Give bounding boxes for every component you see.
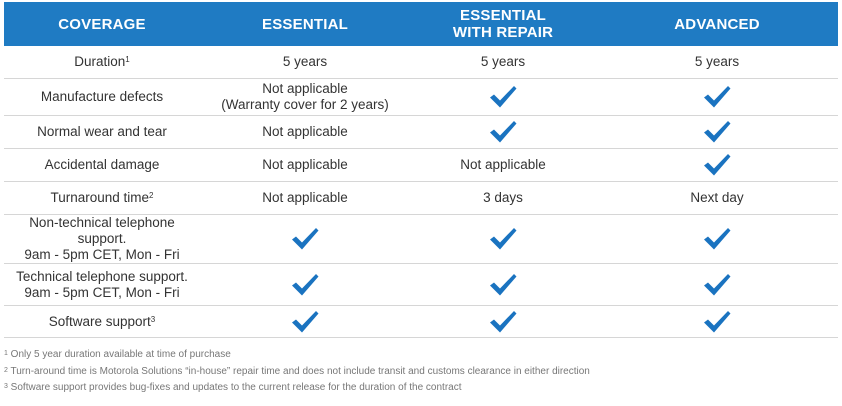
footnotes: 1 Only 5 year duration available at time…: [4, 347, 590, 397]
checkmark-icon: [704, 121, 731, 143]
checkmark-icon: [490, 228, 517, 250]
cell-advanced: [596, 305, 838, 338]
header-advanced: ADVANCED: [596, 2, 838, 46]
header-essential: ESSENTIAL: [200, 2, 410, 46]
footnote-marker: 2: [149, 191, 154, 200]
cell-essential-with-repair: [410, 263, 596, 306]
cell-advanced: 5 years: [596, 46, 838, 79]
cell-text: 5 years: [282, 54, 328, 69]
checkmark-icon: [490, 310, 517, 332]
checkmark-icon: [704, 310, 731, 332]
footnote-marker: 1: [125, 55, 130, 64]
row-label-text: Technical telephone support. 9am - 5pm C…: [16, 268, 188, 300]
footnote-number: 2: [4, 366, 8, 374]
checkmark-icon: [704, 154, 731, 176]
row-label: Turnaround time2: [4, 181, 200, 215]
cell-text: Not applicable (Warranty cover for 2 yea…: [221, 81, 389, 112]
footnote-marker: 3: [150, 314, 156, 324]
row-label: Duration1: [4, 46, 200, 79]
footnote-text: Turn-around time is Motorola Solutions “…: [7, 365, 590, 377]
table-row: Normal wear and tear Not applicable: [4, 115, 838, 149]
table-row: Duration1 5 years 5 years 5 years: [4, 46, 838, 79]
table-row: Technical telephone support. 9am - 5pm C…: [4, 263, 838, 306]
row-label-text: Turnaround time: [50, 190, 150, 205]
footnote-number: 3: [4, 383, 8, 390]
cell-text: Not applicable: [262, 124, 348, 139]
checkmark-icon: [704, 228, 731, 250]
cell-text: Not applicable: [460, 157, 546, 172]
checkmark-icon: [490, 273, 517, 295]
cell-essential: Not applicable: [200, 115, 410, 149]
cell-essential-with-repair: [410, 78, 596, 116]
cell-essential: Not applicable: [200, 148, 410, 182]
cell-essential: 5 years: [200, 46, 410, 79]
row-label: Non-technical telephone support. 9am - 5…: [4, 214, 200, 264]
cell-essential: Not applicable: [200, 181, 410, 215]
cell-essential-with-repair: [410, 305, 596, 338]
cell-essential: [200, 263, 410, 306]
cell-advanced: [596, 148, 838, 182]
cell-text: Not applicable: [262, 190, 348, 205]
cell-essential-with-repair: 3 days: [410, 181, 596, 215]
cell-advanced: [596, 115, 838, 149]
footnote: 2 Turn-around time is Motorola Solutions…: [4, 364, 590, 381]
cell-text: Next day: [690, 190, 744, 205]
row-label-text: Manufacture defects: [40, 89, 164, 104]
checkmark-icon: [292, 228, 319, 250]
header-essential-with-repair: ESSENTIAL WITH REPAIR: [410, 2, 596, 46]
cell-essential-with-repair: 5 years: [410, 46, 596, 79]
cell-essential: Not applicable (Warranty cover for 2 yea…: [200, 78, 410, 116]
row-label: Manufacture defects: [4, 78, 200, 116]
row-label: Technical telephone support. 9am - 5pm C…: [4, 263, 200, 306]
table-row: Software support3: [4, 305, 838, 338]
footnote-text: Only 5 year duration available at time o…: [7, 349, 231, 360]
cell-essential-with-repair: [410, 214, 596, 264]
footnote: 1 Only 5 year duration available at time…: [4, 347, 590, 364]
table-row: Non-technical telephone support. 9am - 5…: [4, 214, 838, 264]
table-row: Turnaround time2 Not applicable 3 days Next…: [4, 181, 838, 215]
table-header-row: COVERAGE ESSENTIAL ESSENTIAL WITH REPAIR…: [4, 2, 838, 46]
row-label: Software support3: [4, 305, 200, 338]
row-label-text: Accidental damage: [44, 157, 160, 172]
footnote: 3 Software support provides bug-fixes an…: [4, 380, 590, 397]
footnote-number: 1: [4, 350, 8, 357]
checkmark-icon: [292, 310, 319, 332]
cell-text: 5 years: [480, 54, 526, 69]
row-label-text: Software support: [48, 313, 151, 329]
checkmark-icon: [292, 273, 319, 295]
checkmark-icon: [490, 86, 517, 108]
cell-essential-with-repair: [410, 115, 596, 149]
row-label: Normal wear and tear: [4, 115, 200, 149]
row-label: Accidental damage: [4, 148, 200, 182]
cell-text: 3 days: [483, 190, 523, 205]
cell-advanced: [596, 263, 838, 306]
cell-essential: [200, 305, 410, 338]
table-body: Duration1 5 years 5 years 5 years Manufactur…: [4, 46, 838, 338]
checkmark-icon: [704, 86, 731, 108]
table-row: Manufacture defects Not applicable (Warra…: [4, 78, 838, 116]
cell-essential: [200, 214, 410, 264]
cell-text: 5 years: [694, 54, 740, 69]
cell-advanced: [596, 214, 838, 264]
row-label-text: Non-technical telephone support. 9am - 5…: [24, 215, 180, 262]
cell-advanced: [596, 78, 838, 116]
row-label-text: Normal wear and tear: [37, 124, 167, 139]
cell-text: Not applicable: [262, 157, 348, 172]
cell-essential-with-repair: Not applicable: [410, 148, 596, 182]
row-label-text: Duration: [74, 54, 126, 69]
footnote-text: Software support provides bug-fixes and …: [7, 382, 462, 393]
header-coverage: COVERAGE: [4, 2, 200, 46]
cell-advanced: Next day: [596, 181, 838, 215]
checkmark-icon: [704, 273, 731, 295]
checkmark-icon: [490, 121, 517, 143]
coverage-table: COVERAGE ESSENTIAL ESSENTIAL WITH REPAIR…: [4, 2, 838, 338]
table-row: Accidental damage Not applicable Not appli…: [4, 148, 838, 182]
